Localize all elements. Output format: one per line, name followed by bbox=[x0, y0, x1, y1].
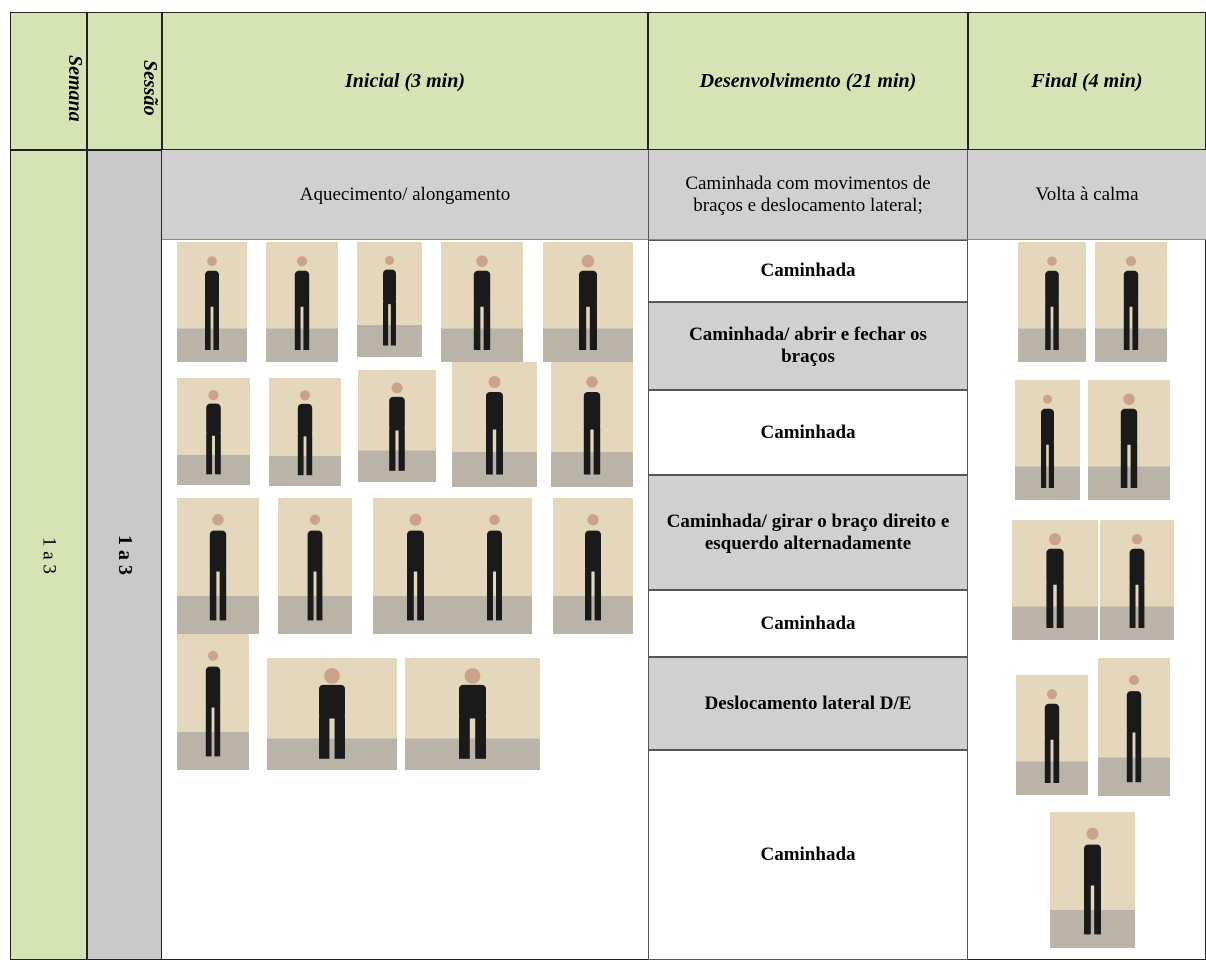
exercise-photo bbox=[269, 378, 341, 486]
exercise-photo bbox=[373, 498, 458, 634]
exercise-photo bbox=[441, 242, 523, 362]
exercise-photo bbox=[1088, 380, 1170, 500]
exercise-photo bbox=[1016, 675, 1088, 795]
figure bbox=[209, 514, 227, 621]
exercise-photo bbox=[177, 242, 247, 362]
figure bbox=[1045, 256, 1059, 350]
figure bbox=[307, 514, 323, 621]
header-cell: Sessão bbox=[87, 12, 162, 150]
figure bbox=[205, 650, 221, 757]
figure bbox=[407, 513, 424, 621]
figure bbox=[1041, 394, 1054, 488]
activity: Caminhada/ girar o braço direito e esque… bbox=[649, 475, 967, 590]
exercise-photo bbox=[553, 498, 633, 634]
exercise-photo bbox=[457, 498, 532, 634]
exercise-photo bbox=[543, 242, 633, 362]
figure bbox=[1046, 533, 1064, 628]
activity: Caminhada bbox=[649, 390, 967, 475]
exercise-photo bbox=[266, 242, 338, 362]
header: Final (4 min) bbox=[968, 12, 1206, 150]
figure bbox=[205, 256, 219, 350]
header: Inicial (3 min) bbox=[162, 12, 648, 150]
figure bbox=[486, 376, 503, 475]
figure bbox=[206, 390, 221, 475]
figure bbox=[1084, 827, 1101, 935]
figure bbox=[579, 254, 597, 350]
phase: Aquecimento/ alongamento bbox=[162, 150, 648, 240]
exercise-photo bbox=[1098, 658, 1170, 796]
figure bbox=[294, 256, 310, 350]
activity: Caminhada bbox=[649, 590, 967, 657]
figure bbox=[1123, 256, 1139, 350]
header: Sessão bbox=[139, 60, 161, 116]
activity: Deslocamento lateral D/E bbox=[649, 657, 967, 750]
exercise-photo bbox=[1095, 242, 1167, 362]
exercise-photo bbox=[177, 634, 249, 770]
exercise-photo bbox=[357, 242, 422, 357]
exercise-photo bbox=[278, 498, 352, 634]
figure bbox=[389, 382, 405, 471]
figure bbox=[583, 376, 601, 475]
exercise-photo bbox=[551, 362, 633, 487]
figure bbox=[473, 255, 491, 350]
exercise-photo bbox=[358, 370, 436, 482]
figure bbox=[297, 390, 313, 476]
sessao: 1 a 3 bbox=[114, 535, 136, 575]
exercise-photo bbox=[1100, 520, 1174, 640]
sessao-cell: 1 a 3 bbox=[87, 150, 162, 960]
header: Semana bbox=[64, 54, 86, 122]
figure bbox=[319, 668, 345, 759]
exercise-photo bbox=[1050, 812, 1135, 948]
figure bbox=[1126, 675, 1142, 783]
exercise-photo bbox=[405, 658, 540, 770]
semana: 1 a 3 bbox=[38, 536, 60, 574]
activity: Caminhada bbox=[649, 750, 967, 960]
exercise-photo bbox=[177, 378, 250, 485]
figure bbox=[487, 514, 502, 621]
figure bbox=[585, 514, 601, 621]
semana-cell: 1 a 3 bbox=[10, 150, 87, 960]
phase: Volta à calma bbox=[968, 150, 1206, 240]
activity: Caminhada/ abrir e fechar os braços bbox=[649, 302, 967, 390]
activity: Caminhada bbox=[649, 240, 967, 302]
exercise-photo bbox=[267, 658, 397, 770]
activity-column bbox=[648, 240, 968, 960]
exercise-photo bbox=[452, 362, 537, 487]
header-cell: Semana bbox=[10, 12, 87, 150]
exercise-photo bbox=[177, 498, 259, 634]
figure bbox=[1120, 393, 1138, 488]
exercise-photo bbox=[1015, 380, 1080, 500]
figure bbox=[459, 668, 486, 759]
figure bbox=[383, 255, 396, 346]
figure bbox=[1044, 689, 1060, 783]
exercise-photo bbox=[1012, 520, 1098, 640]
phase: Caminhada com movimentos de braços e des… bbox=[648, 150, 968, 240]
header: Desenvolvimento (21 min) bbox=[648, 12, 968, 150]
figure bbox=[1129, 534, 1145, 628]
exercise-photo bbox=[1018, 242, 1086, 362]
